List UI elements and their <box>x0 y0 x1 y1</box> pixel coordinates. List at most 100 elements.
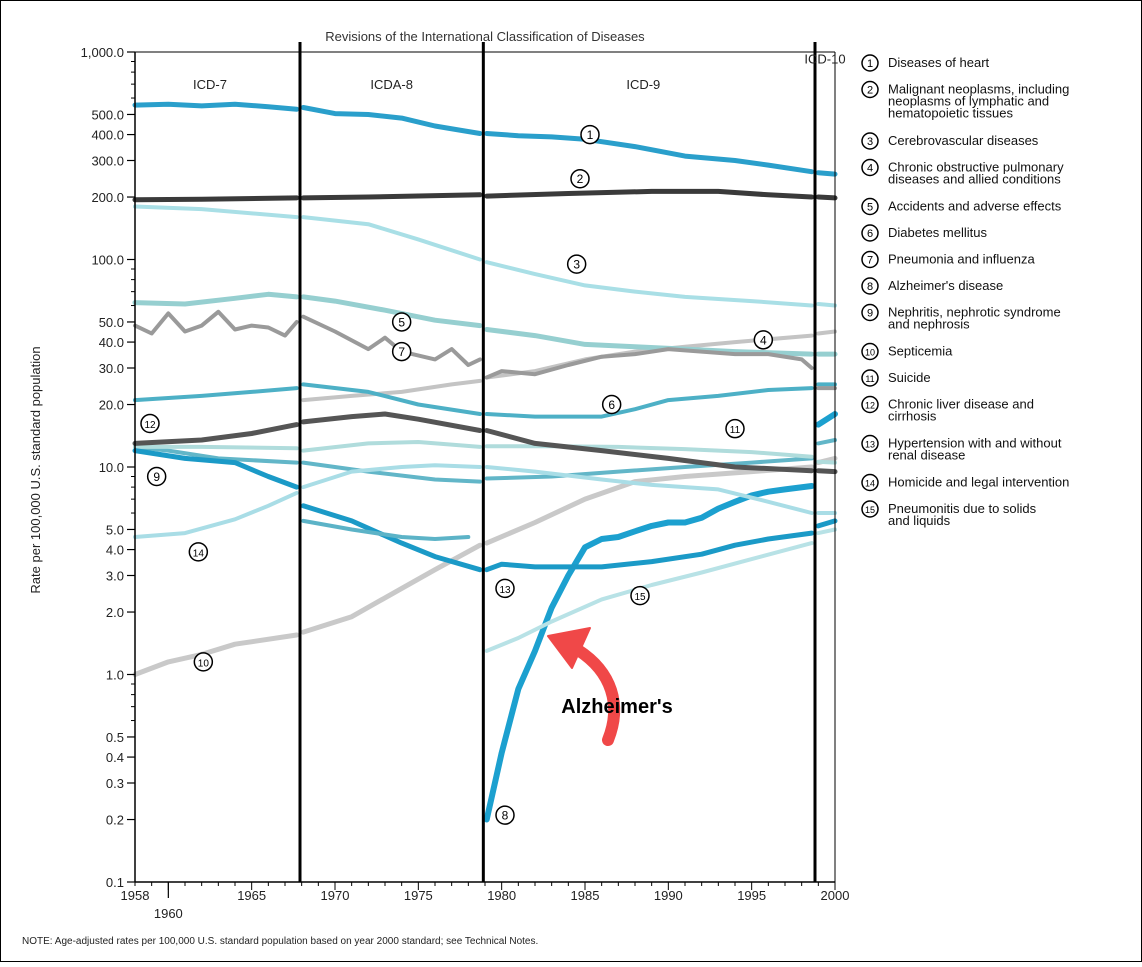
y-tick-label: 40.0 <box>99 335 124 350</box>
legend-label: Diseases of heart <box>888 55 990 70</box>
callout-number: 8 <box>502 809 509 823</box>
series-3-line-2 <box>484 260 814 308</box>
x-tick-label: 1985 <box>571 888 600 903</box>
series-2-line-1 <box>300 192 483 201</box>
callout-number: 7 <box>398 345 405 359</box>
legend-label: cirrhosis <box>888 409 937 424</box>
legend-number: 1 <box>867 58 873 70</box>
series-15-line-0 <box>484 541 814 653</box>
legend-label: and liquids <box>888 513 951 528</box>
callout-marker <box>570 168 590 189</box>
legend-number: 2 <box>867 85 873 97</box>
callout-marker <box>146 466 167 487</box>
legend-label: hematopoietic tissues <box>888 106 1014 121</box>
legend-marker <box>861 342 879 361</box>
y-tick-label: 5.0 <box>106 522 124 537</box>
y-tick-label: 20.0 <box>99 398 124 413</box>
series-9-line-2 <box>484 456 814 481</box>
y-tick-label: 1.0 <box>106 668 124 683</box>
series-13-line-2 <box>484 530 815 573</box>
series-14-line-0 <box>133 490 299 539</box>
legend-label: Septicemia <box>888 344 953 359</box>
series-2-line-2 <box>484 188 815 200</box>
callout-number: 2 <box>577 172 584 186</box>
chart-title: Revisions of the International Classific… <box>325 29 645 44</box>
legend-marker <box>861 369 879 387</box>
legend-label: and nephrosis <box>888 317 970 332</box>
legend-label: Alzheimer's disease <box>888 278 1003 293</box>
legend-label: renal disease <box>888 448 965 463</box>
series-4-line-1 <box>484 333 814 380</box>
legend-marker <box>861 224 879 242</box>
y-tick-label: 10.0 <box>99 460 124 475</box>
series-3-line-1 <box>301 215 482 262</box>
series-12-line-1 <box>300 411 483 433</box>
series-5-line-0 <box>132 291 300 307</box>
series-7-line-2 <box>484 347 814 380</box>
legend-label: Chronic obstructive pulmonary <box>888 160 1064 175</box>
series-6-line-0 <box>133 386 299 403</box>
callout-marker <box>495 578 515 599</box>
series-6-line-2 <box>484 386 814 419</box>
annotation-label: Alzheimer's <box>561 696 672 718</box>
series-1-line-1 <box>300 105 483 136</box>
y-tick-label: 30.0 <box>99 361 124 376</box>
series-11-line-1 <box>301 440 482 453</box>
callout-number: 6 <box>608 398 615 412</box>
legend-number: 6 <box>867 228 873 240</box>
revision-label: ICD-7 <box>193 77 227 92</box>
legend-marker <box>861 80 879 99</box>
callout-number: 3 <box>573 258 580 272</box>
series-12-line-2 <box>484 428 815 474</box>
legend-number: 7 <box>867 255 873 267</box>
callout-marker <box>630 585 650 606</box>
callout-number: 5 <box>398 315 405 329</box>
legend-marker <box>861 158 879 177</box>
callout-number: 15 <box>634 592 646 603</box>
series-14-line-1 <box>301 463 482 490</box>
series-9-line-1 <box>301 460 482 484</box>
y-tick-label: 400.0 <box>91 128 124 143</box>
legend-marker <box>861 250 879 269</box>
series-12-line-0 <box>132 422 300 446</box>
series-5-line-2 <box>484 327 815 357</box>
callout-marker <box>566 254 587 274</box>
legend-marker <box>861 277 879 295</box>
callout-number: 12 <box>144 420 156 431</box>
legend-marker <box>861 473 879 492</box>
callout-marker <box>140 413 160 434</box>
series-3-line-3 <box>816 302 837 308</box>
legend-number: 15 <box>865 505 875 515</box>
series-11-line-0 <box>133 444 299 451</box>
legend-label: Cerebrovascular diseases <box>888 133 1039 148</box>
callout-number: 1 <box>587 128 594 142</box>
legend-label: Malignant neoplasms, including <box>888 82 1069 97</box>
legend-number: 8 <box>867 281 873 293</box>
legend-marker <box>861 197 879 216</box>
y-tick-label: 0.2 <box>106 813 124 828</box>
y-tick-label: 0.1 <box>106 875 124 890</box>
series-15-line-1 <box>816 527 837 536</box>
legend-label: Chronic liver disease and <box>888 397 1034 412</box>
legend: 1 Diseases of heart 2 Malignant neoplasms, … <box>861 54 1069 528</box>
legend-label: Hypertension with and without <box>888 436 1062 451</box>
callout-number: 11 <box>730 425 741 436</box>
legend-label: diseases and allied conditions <box>888 172 1061 187</box>
series-4-line-2 <box>816 329 837 336</box>
annotation-arrow-head <box>547 627 591 669</box>
x-tick-label: 1965 <box>237 888 266 903</box>
series-13-line-3 <box>815 518 838 529</box>
legend-number: 11 <box>865 374 874 384</box>
callout-marker <box>495 805 515 825</box>
legend-label: Pneumonia and influenza <box>888 252 1035 267</box>
series-3-line-0 <box>133 204 299 220</box>
x-tick-label: 1958 <box>121 888 150 903</box>
y-tick-label: 0.5 <box>106 730 124 745</box>
x-tick-label: 1970 <box>321 888 350 903</box>
chart-note: NOTE: Age-adjusted rates per 100,000 U.S… <box>22 936 538 947</box>
legend-marker <box>861 303 879 322</box>
series-9-line-3 <box>816 438 837 446</box>
callout-marker <box>725 418 745 439</box>
y-axis-label: Rate per 100,000 U.S. standard populatio… <box>28 346 43 593</box>
